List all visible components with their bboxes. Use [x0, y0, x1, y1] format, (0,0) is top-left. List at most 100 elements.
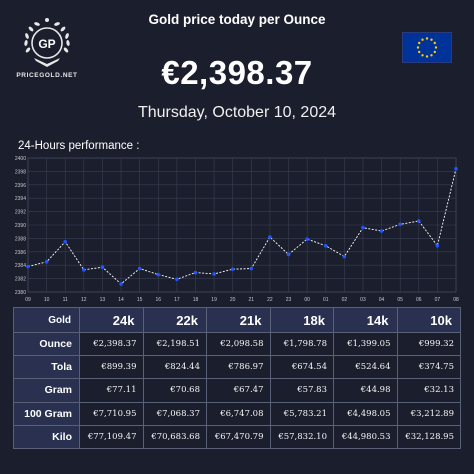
table-row: Gram €77.11 €70.68 €67.47 €57.83 €44.98 …: [13, 378, 461, 403]
eu-flag-icon[interactable]: [402, 32, 452, 63]
price-cell: €70,683.68: [142, 424, 207, 450]
y-tick-label: 2396: [15, 183, 26, 189]
x-tick-label: 10: [44, 297, 50, 303]
price-cell: €2,198.51: [142, 331, 207, 357]
data-point: [416, 219, 421, 223]
data-point: [26, 264, 30, 269]
brand-name: PRICEGOLD.NET: [16, 72, 78, 79]
data-point: [44, 260, 49, 264]
x-tick-label: 09: [25, 297, 31, 303]
price-cell: €57,832.10: [269, 424, 334, 450]
price-cell: €32.13: [396, 378, 461, 403]
data-point: [435, 243, 440, 248]
price-cell: €70.68: [142, 378, 207, 403]
y-tick-label: 2382: [15, 277, 26, 283]
data-point: [82, 268, 86, 272]
price-cell: €374.75: [396, 355, 461, 380]
price-cell: €44,980.53: [333, 424, 398, 450]
price-cell: €2,398.37: [79, 331, 144, 357]
data-point: [286, 252, 291, 257]
table-row: 100 Gram €7,710.95 €7,068.37 €6,747.08 €…: [13, 401, 461, 426]
column-header: 14k: [333, 307, 398, 333]
y-tick-label: 2392: [15, 210, 26, 216]
data-point: [361, 225, 365, 230]
column-header: 24k: [79, 307, 144, 333]
data-point: [212, 272, 216, 276]
data-point: [323, 243, 328, 248]
x-tick-label: 21: [249, 297, 255, 303]
table-header-row: Gold 24k 22k 21k 18k 14k 10k: [13, 307, 461, 333]
price-cell: €67.47: [206, 378, 271, 403]
flag-star: [416, 46, 420, 49]
flag-star: [433, 50, 436, 54]
x-tick-label: 17: [174, 297, 180, 303]
flag-star: [425, 55, 429, 58]
flag-star: [430, 54, 433, 57]
data-point: [156, 272, 161, 277]
x-tick-label: 01: [323, 297, 329, 303]
column-header: 21k: [206, 307, 271, 333]
current-price: €2,398.37: [161, 54, 313, 91]
price-cell: €824.44: [142, 355, 207, 380]
flag-star: [433, 41, 436, 45]
x-tick-label: 16: [155, 297, 161, 303]
price-line: [27, 168, 457, 285]
price-cell: €77,109.47: [79, 424, 144, 450]
flag-star: [418, 50, 421, 54]
data-point: [119, 282, 123, 286]
price-cell: €3,212.89: [396, 401, 461, 426]
y-tick-label: 2394: [15, 196, 26, 202]
x-tick-label: 03: [360, 297, 366, 303]
x-tick-label: 02: [342, 297, 348, 303]
row-label: Gram: [13, 378, 80, 403]
x-tick-label: 00: [304, 297, 310, 303]
row-label: Ounce: [13, 331, 80, 357]
y-tick-label: 2390: [15, 223, 26, 229]
x-tick-label: 08: [453, 297, 459, 303]
price-cell: €4,498.05: [333, 401, 398, 426]
x-tick-label: 12: [81, 297, 87, 303]
flag-star: [425, 37, 429, 40]
row-label: 100 Gram: [13, 401, 80, 426]
pricegold-logo[interactable]: GP PRICEGOLD.NET: [14, 14, 80, 84]
performance-chart: 2380 2382 2384 2386 2388 2390 2392 2394 2396 2398…: [15, 156, 459, 303]
flag-star: [434, 46, 438, 49]
table-row: Tola €899.39 €824.44 €786.97 €674.54 €52…: [13, 355, 461, 380]
price-cell: €57.83: [269, 378, 334, 403]
data-point: [268, 235, 272, 239]
price-cell: €2,098.58: [206, 331, 271, 357]
x-tick-label: 22: [267, 297, 273, 303]
x-tick-label: 20: [230, 297, 236, 303]
flag-star: [430, 38, 433, 41]
price-cell: €7,068.37: [142, 401, 207, 426]
x-tick-label: 04: [379, 297, 385, 303]
price-cell: €1,798.78: [269, 331, 334, 357]
data-point: [175, 277, 179, 282]
x-tick-label: 13: [100, 297, 106, 303]
gold-price-table: Gold 24k 22k 21k 18k 14k 10k Ounce €2,39…: [13, 307, 461, 450]
data-point: [63, 239, 68, 244]
data-point: [137, 266, 142, 271]
flag-star: [418, 41, 421, 45]
x-tick-label: 14: [118, 297, 124, 303]
price-cell: €32,128.95: [396, 424, 461, 450]
y-tick-label: 2388: [15, 236, 26, 242]
data-point: [249, 266, 254, 271]
table-row: Kilo €77,109.47 €70,683.68 €67,470.79 €5…: [13, 424, 461, 450]
y-tick-label: 2398: [15, 169, 26, 175]
flag-star: [421, 54, 424, 57]
performance-label: 24-Hours performance :: [18, 140, 140, 152]
table-row: Ounce €2,398.37 €2,198.51 €2,098.58 €1,7…: [13, 331, 461, 357]
svg-text:GP: GP: [38, 37, 55, 51]
column-header: 18k: [269, 307, 334, 333]
column-header: 22k: [142, 307, 207, 333]
x-tick-label: 06: [416, 297, 422, 303]
price-cell: €44.98: [333, 378, 398, 403]
data-point: [342, 254, 347, 259]
price-cell: €786.97: [206, 355, 271, 380]
y-tick-label: 2386: [15, 250, 26, 256]
price-date: Thursday, October 10, 2024: [137, 104, 337, 121]
data-point: [100, 265, 105, 270]
price-cell: €999.32: [396, 331, 461, 357]
flag-star: [421, 38, 424, 41]
